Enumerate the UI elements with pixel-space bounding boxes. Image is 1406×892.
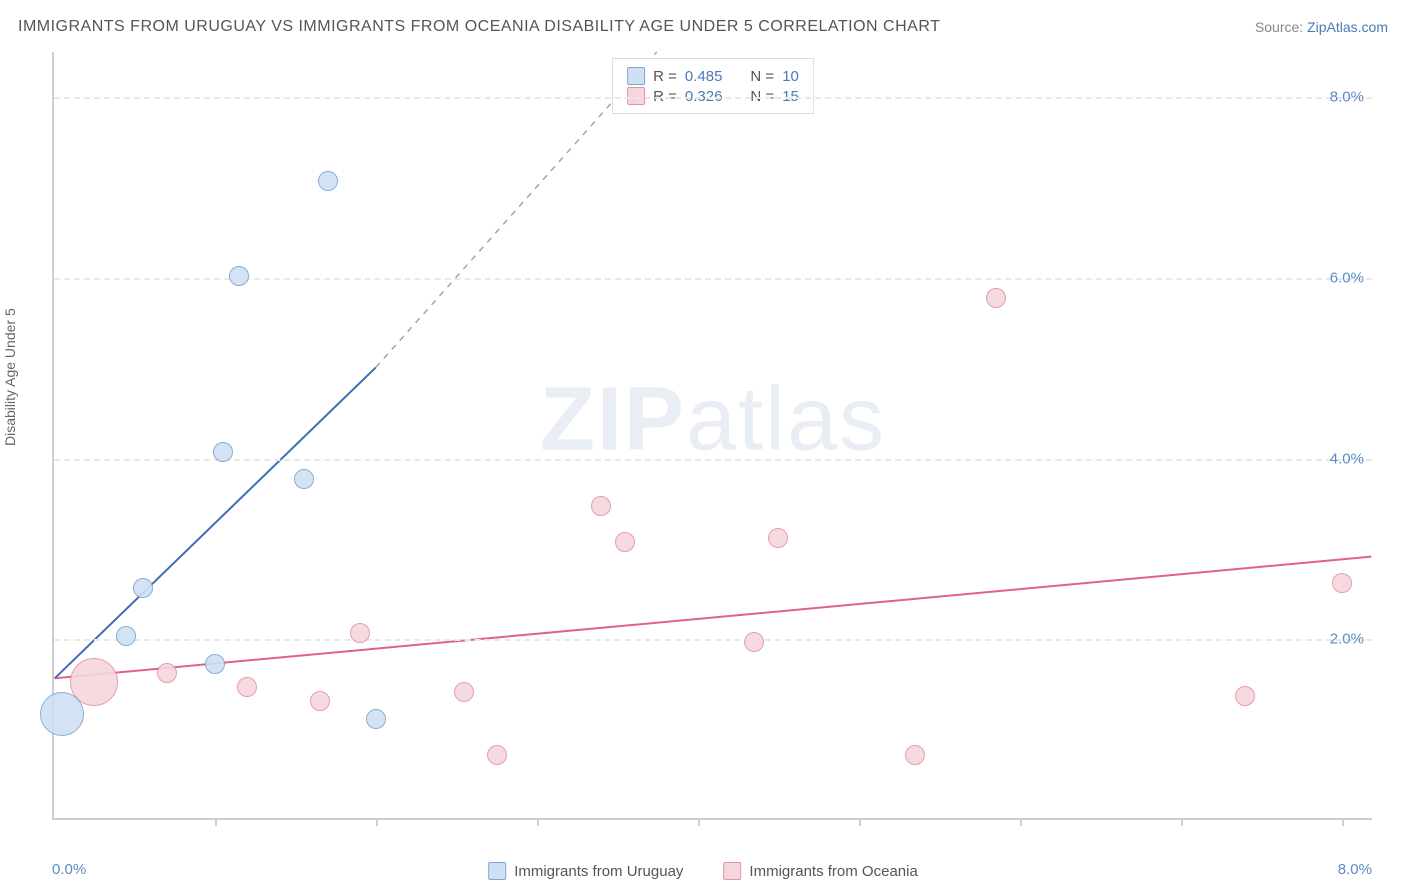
x-tick — [1342, 818, 1344, 826]
point-oceania — [487, 745, 507, 765]
source-link[interactable]: ZipAtlas.com — [1307, 19, 1388, 35]
source-prefix: Source: — [1255, 19, 1307, 35]
point-uruguay — [116, 626, 136, 646]
point-uruguay — [366, 709, 386, 729]
swatch-uruguay-icon — [488, 862, 506, 880]
point-oceania — [454, 682, 474, 702]
point-uruguay — [40, 692, 84, 736]
point-oceania — [615, 532, 635, 552]
y-tick-label: 6.0% — [1330, 269, 1364, 286]
x-tick — [1181, 818, 1183, 826]
point-oceania — [350, 623, 370, 643]
n-value-oceania: 15 — [782, 88, 799, 105]
gridline — [54, 639, 1372, 641]
x-max-label: 8.0% — [1338, 861, 1372, 878]
point-oceania — [905, 745, 925, 765]
point-oceania — [768, 528, 788, 548]
point-oceania — [1235, 686, 1255, 706]
n-value-uruguay: 10 — [782, 68, 799, 85]
point-oceania — [1332, 573, 1352, 593]
x-tick — [859, 818, 861, 826]
point-oceania — [986, 288, 1006, 308]
point-oceania — [237, 677, 257, 697]
point-oceania — [744, 632, 764, 652]
r-label-uruguay: R = — [653, 68, 677, 85]
gridline — [54, 459, 1372, 461]
point-uruguay — [318, 171, 338, 191]
r-value-uruguay: 0.485 — [685, 68, 723, 85]
legend-stats-oceania: R = 0.326 N = 15 — [627, 87, 799, 105]
y-axis-label: Disability Age Under 5 — [2, 308, 18, 446]
r-label-oceania: R = — [653, 88, 677, 105]
gridline — [54, 278, 1372, 280]
y-tick-label: 2.0% — [1330, 631, 1364, 648]
legend-label-oceania: Immigrants from Oceania — [749, 863, 917, 880]
y-tick-label: 8.0% — [1330, 89, 1364, 106]
source-note: Source: ZipAtlas.com — [1255, 19, 1388, 35]
chart-title: IMMIGRANTS FROM URUGUAY VS IMMIGRANTS FR… — [18, 18, 940, 36]
x-min-label: 0.0% — [52, 861, 86, 878]
point-oceania — [310, 691, 330, 711]
swatch-oceania-icon — [627, 87, 645, 105]
point-uruguay — [213, 442, 233, 462]
point-uruguay — [205, 654, 225, 674]
r-value-oceania: 0.326 — [685, 88, 723, 105]
x-tick — [537, 818, 539, 826]
x-tick — [215, 818, 217, 826]
x-tick — [1020, 818, 1022, 826]
scatter-chart: ZIPatlas R = 0.485 N = 10 R = 0.326 N = … — [52, 52, 1372, 820]
point-uruguay — [229, 266, 249, 286]
swatch-oceania-icon — [723, 862, 741, 880]
legend-item-uruguay: Immigrants from Uruguay — [488, 862, 683, 880]
title-bar: IMMIGRANTS FROM URUGUAY VS IMMIGRANTS FR… — [18, 18, 1388, 36]
x-tick — [698, 818, 700, 826]
legend-stats-uruguay: R = 0.485 N = 10 — [627, 67, 799, 85]
n-label-oceania: N = — [750, 88, 774, 105]
legend-bottom: Immigrants from Uruguay Immigrants from … — [488, 862, 918, 880]
point-oceania — [591, 496, 611, 516]
trend-line — [55, 557, 1372, 679]
point-uruguay — [294, 469, 314, 489]
gridline — [54, 97, 1372, 99]
n-label-uruguay: N = — [750, 68, 774, 85]
x-tick — [376, 818, 378, 826]
legend-stats: R = 0.485 N = 10 R = 0.326 N = 15 — [612, 58, 814, 114]
trend-lines — [54, 52, 1372, 818]
point-uruguay — [133, 578, 153, 598]
swatch-uruguay-icon — [627, 67, 645, 85]
legend-label-uruguay: Immigrants from Uruguay — [514, 863, 683, 880]
trend-line — [55, 367, 376, 678]
y-tick-label: 4.0% — [1330, 450, 1364, 467]
point-oceania — [157, 663, 177, 683]
legend-item-oceania: Immigrants from Oceania — [723, 862, 917, 880]
